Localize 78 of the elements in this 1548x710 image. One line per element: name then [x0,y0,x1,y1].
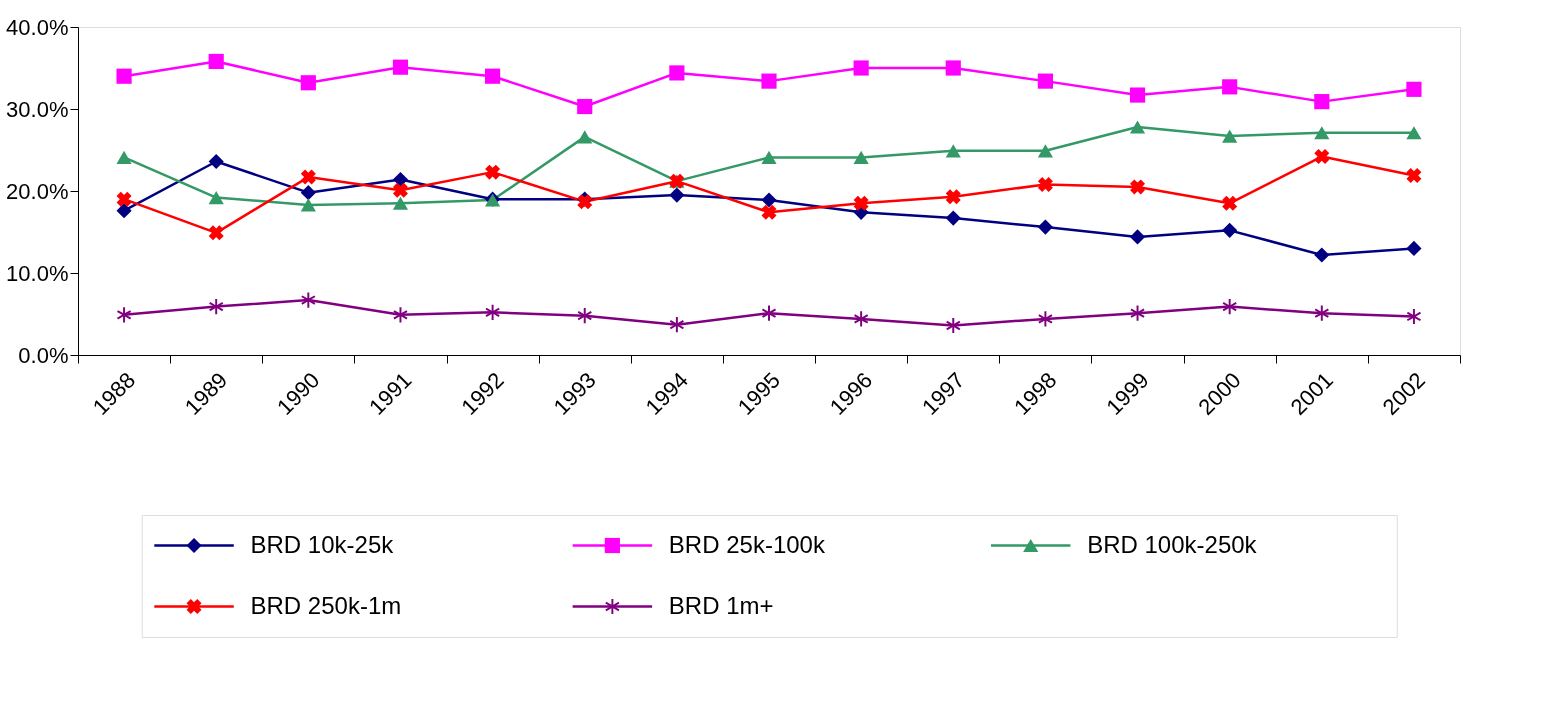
y-tick-label: 30.0% [6,96,69,122]
y-tick-label: 40.0% [6,14,69,40]
point [853,150,869,164]
point [1130,305,1145,321]
point [392,171,409,188]
point [116,191,132,207]
point [945,210,961,226]
point [1222,79,1238,95]
point [1037,144,1053,158]
y-tick-label: 0.0% [18,342,69,368]
y-tick-label: 10.0% [6,260,69,286]
point [1222,129,1238,143]
point [945,189,961,205]
point [485,68,501,84]
point [1222,222,1238,238]
legend-label: BRD 1m+ [668,591,774,619]
point [1314,94,1330,110]
point [669,317,684,333]
point [1314,149,1330,165]
point [1222,299,1237,315]
point [1037,219,1053,235]
point [392,196,409,210]
point [1129,87,1146,103]
point [1037,73,1053,89]
point [1129,229,1146,245]
point [669,65,685,81]
point [485,304,500,320]
legend-label: BRD 100k-250k [1087,530,1258,558]
point [761,192,777,208]
point [1129,120,1146,134]
point [577,308,592,324]
point [208,225,224,241]
point [485,164,501,180]
point [946,317,961,334]
point [208,53,224,70]
legend-label: BRD 10k-25k [250,530,395,558]
point [117,307,132,323]
point [669,187,685,203]
point [1222,195,1238,211]
point [1130,179,1146,195]
point [761,73,777,89]
point [1406,126,1422,140]
point [209,299,224,315]
point [393,307,408,323]
point [392,182,408,198]
legend-label: BRD 250k-1m [250,591,402,619]
point [1314,247,1330,263]
point [854,311,869,327]
point [1314,305,1329,321]
point [300,169,316,185]
point [392,59,409,75]
point [1038,311,1053,327]
point [116,68,132,84]
point [853,60,869,76]
point [300,185,316,201]
point [761,305,777,321]
point [577,98,593,115]
point [761,150,777,164]
point [945,60,961,76]
point [1406,167,1422,183]
point [300,198,316,212]
point [301,292,316,308]
point [1406,308,1421,325]
point [1406,81,1422,97]
point [761,204,777,220]
legend-label: BRD 25k-100k [668,530,826,558]
point [1406,240,1422,256]
point [208,190,224,205]
point [945,144,961,158]
point [208,153,224,170]
point [116,150,132,164]
point [1314,126,1330,140]
point [577,130,593,144]
point [300,75,316,91]
point [116,203,132,219]
point [853,195,869,211]
point [1037,176,1053,192]
y-tick-label: 20.0% [6,178,69,204]
